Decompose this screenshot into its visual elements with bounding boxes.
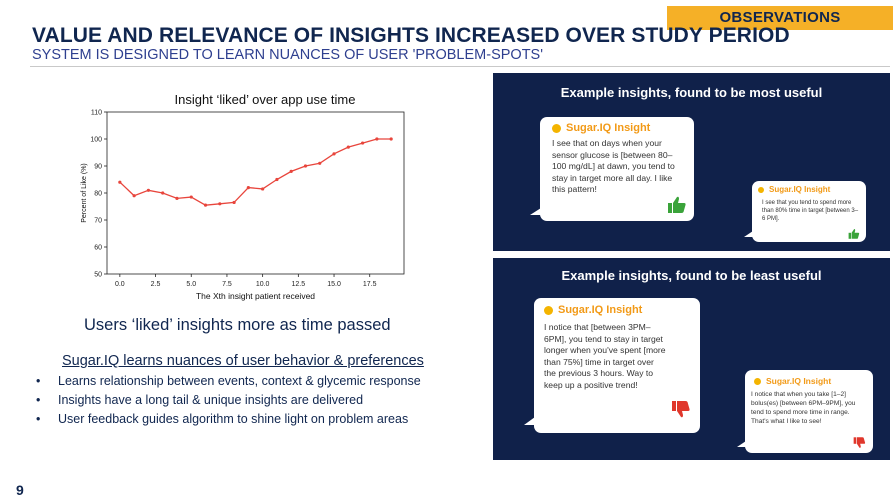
header-divider — [30, 66, 890, 67]
x-tick-label: 0.0 — [115, 281, 125, 288]
card-header: Sugar.IQ Insight — [758, 185, 866, 194]
card-text: I notice that when you take [1–2] bolus(… — [751, 391, 856, 425]
data-point — [332, 152, 336, 156]
section-tag: OBSERVATIONS — [667, 6, 893, 30]
slide-title: VALUE AND RELEVANCE OF INSIGHTS INCREASE… — [32, 24, 790, 47]
card-brand: Sugar.IQ Insight — [766, 376, 832, 386]
lightbulb-icon — [754, 377, 761, 385]
card-brand: Sugar.IQ Insight — [558, 304, 643, 316]
thumbs-down-icon — [672, 401, 690, 418]
data-point — [318, 161, 322, 165]
y-tick-label: 100 — [90, 137, 102, 144]
plot-frame — [106, 111, 405, 275]
card-text: I see that you tend to spend more than 8… — [762, 200, 859, 223]
y-tick-label: 110 — [91, 110, 102, 117]
insight-card: Sugar.IQ Insight I notice that [between … — [524, 298, 700, 433]
data-point — [389, 137, 393, 141]
bullet-item: Insights have a long tail & unique insig… — [36, 391, 421, 410]
main-statement: Users ‘liked’ insights more as time pass… — [84, 316, 391, 334]
thumbs-up-icon — [668, 196, 686, 213]
x-tick-label: 7.5 — [222, 281, 232, 288]
most-useful-panel: Example insights, found to be most usefu… — [493, 73, 890, 251]
least-useful-panel: Example insights, found to be least usef… — [493, 258, 890, 460]
data-point — [303, 164, 308, 168]
chart-title: Insight ‘liked’ over app use time — [174, 92, 356, 107]
insight-card: Sugar.IQ Insight I see that on days when… — [530, 117, 694, 221]
data-point — [146, 188, 151, 192]
lightbulb-icon — [758, 186, 764, 193]
y-tick-label: 80 — [94, 191, 102, 198]
panel-heading: Example insights, found to be least usef… — [561, 268, 822, 283]
thumbs-up-icon — [848, 229, 860, 239]
card-header: Sugar.IQ Insight — [544, 304, 700, 316]
y-tick-label: 50 — [94, 272, 102, 279]
slide-subtitle: SYSTEM IS DESIGNED TO LEARN NUANCES OF U… — [32, 47, 543, 63]
bubble-tail — [744, 231, 753, 237]
data-point — [118, 180, 122, 184]
x-tick-label: 12.5 — [292, 281, 306, 288]
insight-card: Sugar.IQ Insight I see that you tend to … — [744, 181, 866, 242]
data-point — [203, 203, 208, 207]
x-tick-label: 17.5 — [363, 281, 377, 288]
x-axis-label: The Xth insight patient received — [196, 291, 315, 301]
series-line — [119, 138, 392, 206]
data-point — [175, 196, 179, 200]
y-axis-label: Percent of Like (%) — [81, 163, 88, 223]
thumbs-down-icon — [853, 437, 866, 448]
insight-card: Sugar.IQ Insight I notice that when you … — [737, 370, 873, 453]
bubble-tail — [524, 417, 535, 425]
card-brand: Sugar.IQ Insight — [769, 185, 831, 194]
bullet-list: Learns relationship between events, cont… — [36, 372, 421, 429]
card-brand: Sugar.IQ Insight — [566, 122, 651, 134]
bubble-tail — [530, 208, 541, 215]
data-point — [189, 195, 193, 199]
y-tick-label: 70 — [94, 218, 102, 225]
data-point — [232, 200, 236, 205]
lightbulb-icon — [552, 123, 561, 133]
data-point — [132, 194, 136, 198]
subheading: Sugar.IQ learns nuances of user behavior… — [62, 353, 424, 369]
bullet-item: User feedback guides algorithm to shine … — [36, 410, 421, 429]
y-tick-label: 90 — [94, 164, 102, 171]
bubble-tail — [737, 441, 746, 447]
data-point — [375, 137, 379, 141]
panel-heading: Example insights, found to be most usefu… — [560, 85, 823, 100]
card-text: I see that on days when your sensor gluc… — [552, 138, 675, 195]
data-point — [275, 177, 279, 182]
bullet-item: Learns relationship between events, cont… — [36, 372, 421, 391]
data-point — [289, 169, 293, 173]
data-point — [218, 202, 222, 206]
card-header: Sugar.IQ Insight — [754, 376, 873, 386]
data-point — [261, 187, 265, 191]
data-point — [360, 141, 365, 145]
lightbulb-icon — [544, 305, 553, 315]
x-tick-label: 15.0 — [327, 281, 341, 288]
x-tick-label: 5.0 — [186, 281, 196, 288]
card-header: Sugar.IQ Insight — [552, 122, 694, 134]
x-tick-label: 2.5 — [151, 281, 161, 288]
data-point — [246, 186, 250, 190]
page-number: 9 — [16, 482, 24, 498]
card-text: I notice that [between 3PM–6PM], you ten… — [544, 322, 666, 390]
data-point — [346, 145, 350, 149]
x-tick-label: 10.0 — [256, 281, 270, 288]
data-point — [161, 191, 165, 195]
y-tick-label: 60 — [94, 245, 102, 252]
